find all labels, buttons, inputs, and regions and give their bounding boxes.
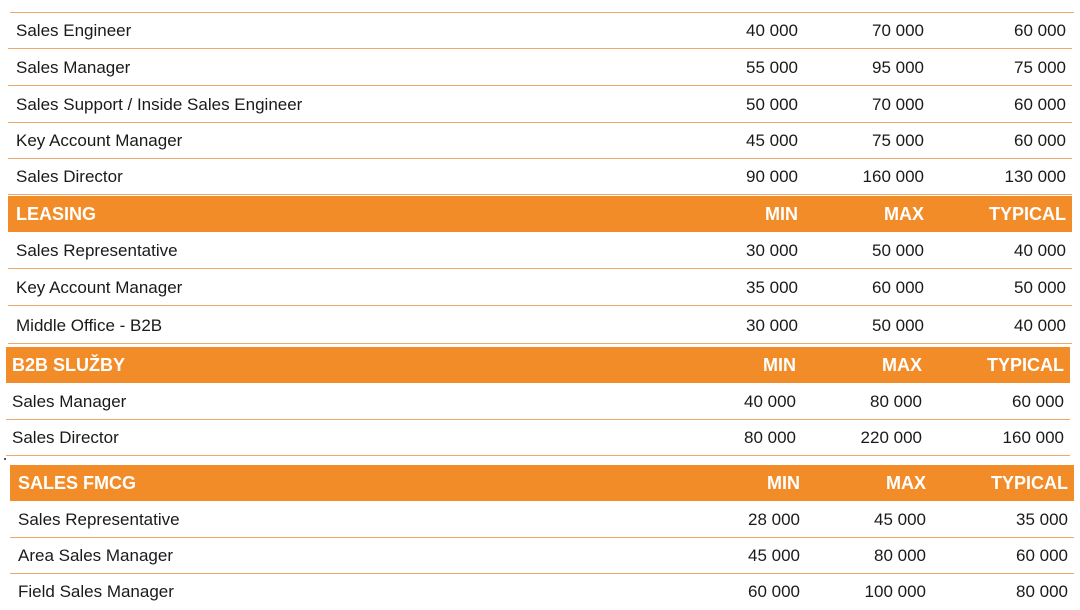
- role-name: Sales Manager: [12, 391, 127, 411]
- typical-value: 130 000: [1004, 166, 1066, 186]
- max-value: 100 000: [864, 582, 926, 601]
- min-value: 40 000: [746, 20, 798, 40]
- role-name: Sales Director: [12, 427, 119, 447]
- typical-value: 50 000: [1014, 277, 1066, 297]
- min-value: 45 000: [746, 130, 798, 150]
- max-value: 80 000: [870, 391, 922, 411]
- table-row: Middle Office - B2B 30 000 50 000 40 000: [8, 308, 1072, 344]
- max-value: 70 000: [872, 94, 924, 114]
- table-row: Sales Manager 40 000 80 000 60 000: [6, 384, 1070, 420]
- col-header-min: MIN: [767, 472, 800, 493]
- typical-value: 60 000: [1014, 94, 1066, 114]
- min-value: 50 000: [746, 94, 798, 114]
- min-value: 80 000: [744, 427, 796, 447]
- col-header-typical: TYPICAL: [986, 354, 1064, 375]
- table-row: Sales Engineer 40 000 70 000 60 000: [8, 13, 1072, 49]
- role-name: Key Account Manager: [16, 277, 183, 297]
- section-header-b2b-sluzby: B2B SLUŽBY MIN MAX TYPICAL: [6, 347, 1070, 383]
- col-header-max: MAX: [882, 354, 922, 375]
- max-value: 160 000: [862, 166, 924, 186]
- typical-value: 80 000: [1016, 582, 1068, 601]
- role-name: Sales Representative: [16, 240, 178, 260]
- section-title: LEASING: [16, 203, 97, 224]
- col-header-max: MAX: [884, 203, 924, 224]
- section-header-sales-fmcg: SALES FMCG MIN MAX TYPICAL: [10, 465, 1074, 501]
- min-value: 30 000: [746, 315, 798, 335]
- min-value: 28 000: [748, 509, 800, 529]
- col-header-typical: TYPICAL: [990, 472, 1068, 493]
- col-header-typical: TYPICAL: [988, 203, 1066, 224]
- cut-off-row: [10, 0, 1074, 13]
- table-row: Field Sales Manager 60 000 100 000 80 00…: [10, 574, 1074, 610]
- col-header-max: MAX: [886, 472, 926, 493]
- max-value: 70 000: [872, 20, 924, 40]
- stray-mark: [4, 458, 6, 460]
- section-title: SALES FMCG: [18, 472, 137, 493]
- min-value: 40 000: [744, 391, 796, 411]
- max-value: 50 000: [872, 240, 924, 260]
- min-value: 30 000: [746, 240, 798, 260]
- max-value: 45 000: [874, 509, 926, 529]
- table-row: Sales Representative 28 000 45 000 35 00…: [10, 502, 1074, 538]
- max-value: 50 000: [872, 315, 924, 335]
- role-name: Sales Director: [16, 166, 123, 186]
- min-value: 35 000: [746, 277, 798, 297]
- section-title: B2B SLUŽBY: [12, 354, 126, 375]
- col-header-min: MIN: [765, 203, 798, 224]
- typical-value: 75 000: [1014, 57, 1066, 77]
- table-row: Key Account Manager 45 000 75 000 60 000: [8, 123, 1072, 159]
- min-value: 90 000: [746, 166, 798, 186]
- typical-value: 60 000: [1016, 545, 1068, 565]
- role-name: Field Sales Manager: [18, 582, 174, 601]
- table-row: Sales Representative 30 000 50 000 40 00…: [8, 233, 1072, 269]
- role-name: Sales Manager: [16, 57, 131, 77]
- typical-value: 40 000: [1014, 240, 1066, 260]
- role-name: Middle Office - B2B: [16, 315, 163, 335]
- max-value: 220 000: [860, 427, 922, 447]
- table-row: Sales Manager 55 000 95 000 75 000: [8, 50, 1072, 86]
- table-row: Sales Director 80 000 220 000 160 000: [6, 420, 1070, 456]
- table-row: Sales Support / Inside Sales Engineer 50…: [8, 87, 1072, 123]
- typical-value: 60 000: [1014, 130, 1066, 150]
- role-name: Sales Engineer: [16, 20, 132, 40]
- table-row: Key Account Manager 35 000 60 000 50 000: [8, 270, 1072, 306]
- table-row: Area Sales Manager 45 000 80 000 60 000: [10, 538, 1074, 574]
- role-name: Key Account Manager: [16, 130, 183, 150]
- max-value: 95 000: [872, 57, 924, 77]
- typical-value: 60 000: [1014, 20, 1066, 40]
- min-value: 55 000: [746, 57, 798, 77]
- role-name: Sales Representative: [18, 509, 180, 529]
- col-header-min: MIN: [763, 354, 796, 375]
- role-name: Area Sales Manager: [18, 545, 173, 565]
- typical-value: 40 000: [1014, 315, 1066, 335]
- table-row: Sales Director 90 000 160 000 130 000: [8, 159, 1072, 195]
- max-value: 80 000: [874, 545, 926, 565]
- typical-value: 60 000: [1012, 391, 1064, 411]
- max-value: 75 000: [872, 130, 924, 150]
- typical-value: 35 000: [1016, 509, 1068, 529]
- typical-value: 160 000: [1002, 427, 1064, 447]
- role-name: Sales Support / Inside Sales Engineer: [16, 94, 303, 114]
- max-value: 60 000: [872, 277, 924, 297]
- min-value: 45 000: [748, 545, 800, 565]
- min-value: 60 000: [748, 582, 800, 601]
- section-header-leasing: LEASING MIN MAX TYPICAL: [8, 196, 1072, 232]
